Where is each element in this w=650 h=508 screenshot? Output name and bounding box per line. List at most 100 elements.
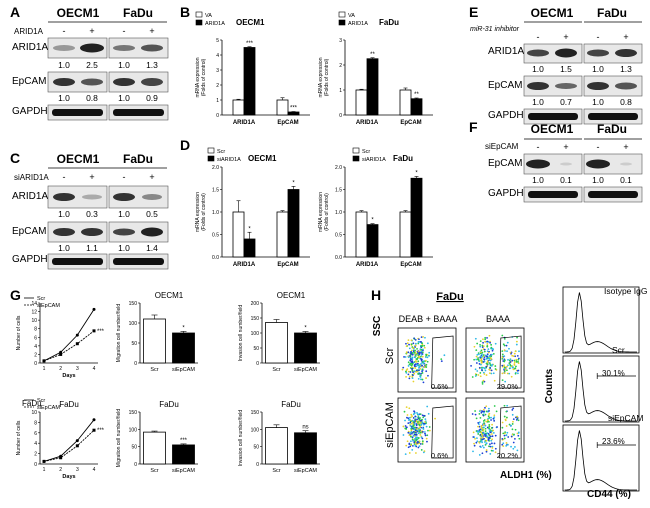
cell-event — [515, 360, 518, 363]
cell-event — [485, 355, 488, 358]
cell-event — [480, 411, 483, 414]
legend-swatch — [338, 19, 346, 26]
cell-event — [482, 361, 485, 363]
cell-event — [494, 434, 497, 437]
cell-event — [518, 437, 521, 440]
x-tick-label: EpCAM — [277, 120, 298, 126]
cell-event — [507, 358, 509, 361]
blot-e-sign: - — [597, 32, 600, 42]
cell-event — [484, 413, 487, 416]
cell-event — [402, 366, 405, 369]
legend-swatch — [195, 19, 203, 26]
cell-event — [515, 358, 518, 361]
plot-frame — [562, 424, 640, 492]
histogram — [562, 424, 640, 492]
cell-event — [476, 353, 479, 356]
y-tick-label: 0.5 — [212, 233, 219, 239]
cell-event — [407, 361, 410, 364]
cell-event — [483, 373, 486, 375]
cell-event — [407, 370, 410, 373]
cell-event — [424, 421, 426, 423]
cell-event — [484, 338, 487, 341]
gate-pct: 0.6% — [431, 451, 448, 460]
cell-event — [427, 374, 429, 377]
cell-event — [418, 356, 421, 359]
blot-e-sign: + — [623, 32, 628, 42]
cell-event — [421, 364, 424, 367]
cell-event — [408, 377, 411, 380]
y-axis-label: Migration cell number/field — [116, 304, 122, 363]
y-tick-label: 2.0 — [212, 165, 219, 171]
cell-event — [420, 423, 423, 426]
cell-event — [423, 346, 426, 349]
cell-event — [490, 416, 492, 419]
cell-event — [487, 417, 490, 420]
cell-event — [487, 420, 490, 423]
cell-event — [424, 418, 427, 421]
blot-c-treatment: siARID1A — [14, 173, 49, 182]
cell-event — [407, 339, 410, 342]
blot-f-sign: - — [537, 142, 540, 152]
cell-event — [477, 433, 480, 435]
cell-event — [482, 446, 485, 449]
cell-event — [487, 433, 490, 435]
cell-event — [408, 434, 411, 436]
x-tick-label: Scr — [150, 367, 158, 373]
cell-event — [425, 377, 427, 379]
x-tick-label: siEpCAM — [172, 468, 195, 474]
cell-event — [505, 442, 508, 444]
blot-c-col-fadu: FaDu — [123, 152, 153, 166]
cell-event — [421, 378, 424, 381]
cell-event — [410, 422, 413, 425]
cell-event — [485, 410, 488, 413]
blot-e-treatment: miR-31 inhibitor — [470, 26, 520, 33]
blot-e-quant: 1.0 — [592, 64, 604, 74]
legend-swatch — [338, 11, 346, 18]
cell-event — [480, 440, 483, 442]
cell-event — [493, 405, 496, 407]
cell-event — [414, 354, 417, 357]
cell-event — [424, 359, 427, 362]
cell-event — [478, 363, 481, 365]
legend-label: Scr — [37, 296, 45, 302]
hist-xaxis-label: CD44 (%) — [587, 489, 631, 500]
cell-event — [428, 351, 431, 354]
blot-f-col-oecm1: OECM1 — [531, 122, 574, 136]
hist-label: Scr — [612, 345, 625, 355]
cell-event — [412, 371, 415, 374]
cell-event — [483, 426, 485, 429]
histogram — [562, 286, 640, 354]
cell-event — [407, 417, 410, 420]
cell-event — [480, 446, 482, 448]
cell-event — [414, 367, 417, 370]
y-tick-label: 100 — [251, 427, 260, 433]
cell-event — [501, 356, 504, 359]
cell-event — [418, 365, 421, 367]
cell-event — [481, 351, 484, 354]
bar — [410, 98, 423, 116]
chart-d1: 0.0 0.5 1.0 1.5 2.0 mRNA expression (Folds of … — [195, 147, 310, 268]
cell-event — [423, 362, 425, 365]
cell-event — [501, 426, 504, 429]
cell-event — [503, 434, 506, 437]
plot-frame — [562, 286, 640, 354]
cell-event — [479, 340, 482, 343]
cell-event — [424, 432, 426, 435]
cell-event — [501, 379, 504, 382]
cell-event — [476, 440, 479, 443]
blot-c-sign: + — [89, 172, 94, 182]
cell-event — [416, 418, 418, 421]
significance-mark: *** — [246, 41, 254, 47]
bar — [265, 322, 288, 364]
cell-event — [470, 364, 472, 367]
cell-event — [406, 342, 409, 345]
blot-e-quant: 1.5 — [560, 64, 572, 74]
cell-event — [475, 373, 478, 376]
western-blot-a: OECM1 FaDu ARID1A - + - + ARID1A EpCAM G… — [12, 6, 169, 121]
cell-event — [421, 351, 424, 354]
cell-event — [411, 352, 414, 354]
y-tick-label: 1 — [339, 88, 342, 94]
cell-event — [411, 419, 414, 422]
cell-event — [413, 370, 416, 373]
